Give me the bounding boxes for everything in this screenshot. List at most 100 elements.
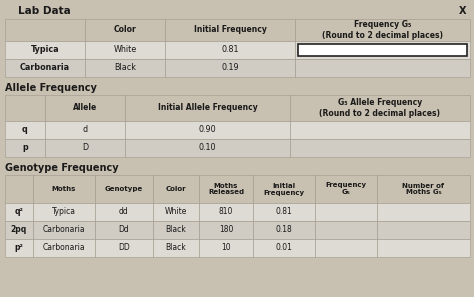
Bar: [5, 239, 33, 257]
Bar: [5, 139, 45, 157]
Bar: [5, 221, 33, 239]
Text: 180: 180: [219, 225, 233, 235]
Text: Carbonaria: Carbonaria: [20, 64, 70, 72]
Bar: [377, 221, 470, 239]
Text: 0.81: 0.81: [275, 208, 292, 217]
Bar: [295, 59, 470, 77]
Bar: [253, 175, 315, 203]
Text: G₅ Allele Frequency
(Round to 2 decimal places): G₅ Allele Frequency (Round to 2 decimal …: [319, 98, 440, 118]
Bar: [5, 95, 45, 121]
Bar: [165, 19, 295, 41]
Text: Carbonaria: Carbonaria: [43, 244, 85, 252]
Bar: [0, 161, 474, 175]
Bar: [5, 121, 45, 139]
Bar: [0, 81, 474, 95]
Bar: [5, 41, 85, 59]
Bar: [33, 203, 95, 221]
Text: Color: Color: [114, 26, 137, 34]
Bar: [377, 239, 470, 257]
Bar: [253, 203, 315, 221]
Bar: [199, 239, 253, 257]
Bar: [5, 59, 85, 77]
Bar: [199, 175, 253, 203]
Bar: [33, 175, 95, 203]
Text: Allele: Allele: [73, 103, 97, 113]
Bar: [253, 221, 315, 239]
Bar: [315, 221, 377, 239]
Bar: [33, 221, 95, 239]
Bar: [45, 139, 125, 157]
Bar: [290, 139, 470, 157]
Text: 0.10: 0.10: [199, 143, 216, 152]
Text: dd: dd: [119, 208, 129, 217]
Bar: [377, 203, 470, 221]
Bar: [95, 203, 153, 221]
Bar: [5, 203, 33, 221]
Bar: [253, 239, 315, 257]
Bar: [5, 175, 33, 203]
Bar: [153, 175, 199, 203]
Text: 0.18: 0.18: [275, 225, 292, 235]
Bar: [377, 175, 470, 203]
Text: 0.90: 0.90: [199, 126, 216, 135]
Text: Black: Black: [165, 244, 186, 252]
Text: p: p: [22, 143, 28, 152]
Bar: [290, 121, 470, 139]
Text: Dd: Dd: [118, 225, 129, 235]
Text: Number of
Moths G₅: Number of Moths G₅: [402, 182, 445, 195]
Text: Allele Frequency: Allele Frequency: [5, 83, 97, 93]
Text: p²: p²: [15, 244, 23, 252]
Bar: [315, 239, 377, 257]
Bar: [95, 175, 153, 203]
Bar: [45, 121, 125, 139]
Bar: [298, 44, 467, 56]
Bar: [85, 41, 165, 59]
Text: D: D: [82, 143, 88, 152]
Text: Frequency G₅
(Round to 2 decimal places): Frequency G₅ (Round to 2 decimal places): [322, 20, 443, 40]
Bar: [153, 221, 199, 239]
Bar: [5, 19, 85, 41]
Text: X: X: [458, 6, 466, 16]
Bar: [165, 59, 295, 77]
Text: Initial
Frequency: Initial Frequency: [264, 182, 305, 195]
Text: Black: Black: [165, 225, 186, 235]
Text: Carbonaria: Carbonaria: [43, 225, 85, 235]
Bar: [125, 139, 290, 157]
Bar: [153, 203, 199, 221]
Text: 810: 810: [219, 208, 233, 217]
Bar: [95, 239, 153, 257]
Text: Initial Frequency: Initial Frequency: [193, 26, 266, 34]
Text: Frequency
G₅: Frequency G₅: [326, 182, 366, 195]
Text: Lab Data: Lab Data: [18, 6, 71, 16]
Bar: [199, 221, 253, 239]
Bar: [85, 59, 165, 77]
Text: Moths: Moths: [52, 186, 76, 192]
Text: d: d: [82, 126, 88, 135]
Bar: [199, 203, 253, 221]
Bar: [153, 239, 199, 257]
Text: White: White: [165, 208, 187, 217]
Bar: [290, 95, 470, 121]
Text: q²: q²: [15, 208, 23, 217]
Bar: [45, 95, 125, 121]
Text: Genotype Frequency: Genotype Frequency: [5, 163, 118, 173]
Bar: [165, 41, 295, 59]
Text: White: White: [113, 45, 137, 55]
Text: 0.19: 0.19: [221, 64, 239, 72]
Bar: [315, 203, 377, 221]
Text: 10: 10: [221, 244, 231, 252]
Bar: [125, 95, 290, 121]
Text: Black: Black: [114, 64, 136, 72]
Bar: [0, 3, 474, 19]
Bar: [125, 121, 290, 139]
Bar: [95, 221, 153, 239]
Text: 0.81: 0.81: [221, 45, 239, 55]
Text: Moths
Released: Moths Released: [208, 182, 244, 195]
Text: 0.01: 0.01: [275, 244, 292, 252]
Text: DD: DD: [118, 244, 130, 252]
Bar: [295, 41, 470, 59]
Text: Color: Color: [166, 186, 186, 192]
Text: q: q: [22, 126, 28, 135]
Bar: [33, 239, 95, 257]
Bar: [295, 19, 470, 41]
